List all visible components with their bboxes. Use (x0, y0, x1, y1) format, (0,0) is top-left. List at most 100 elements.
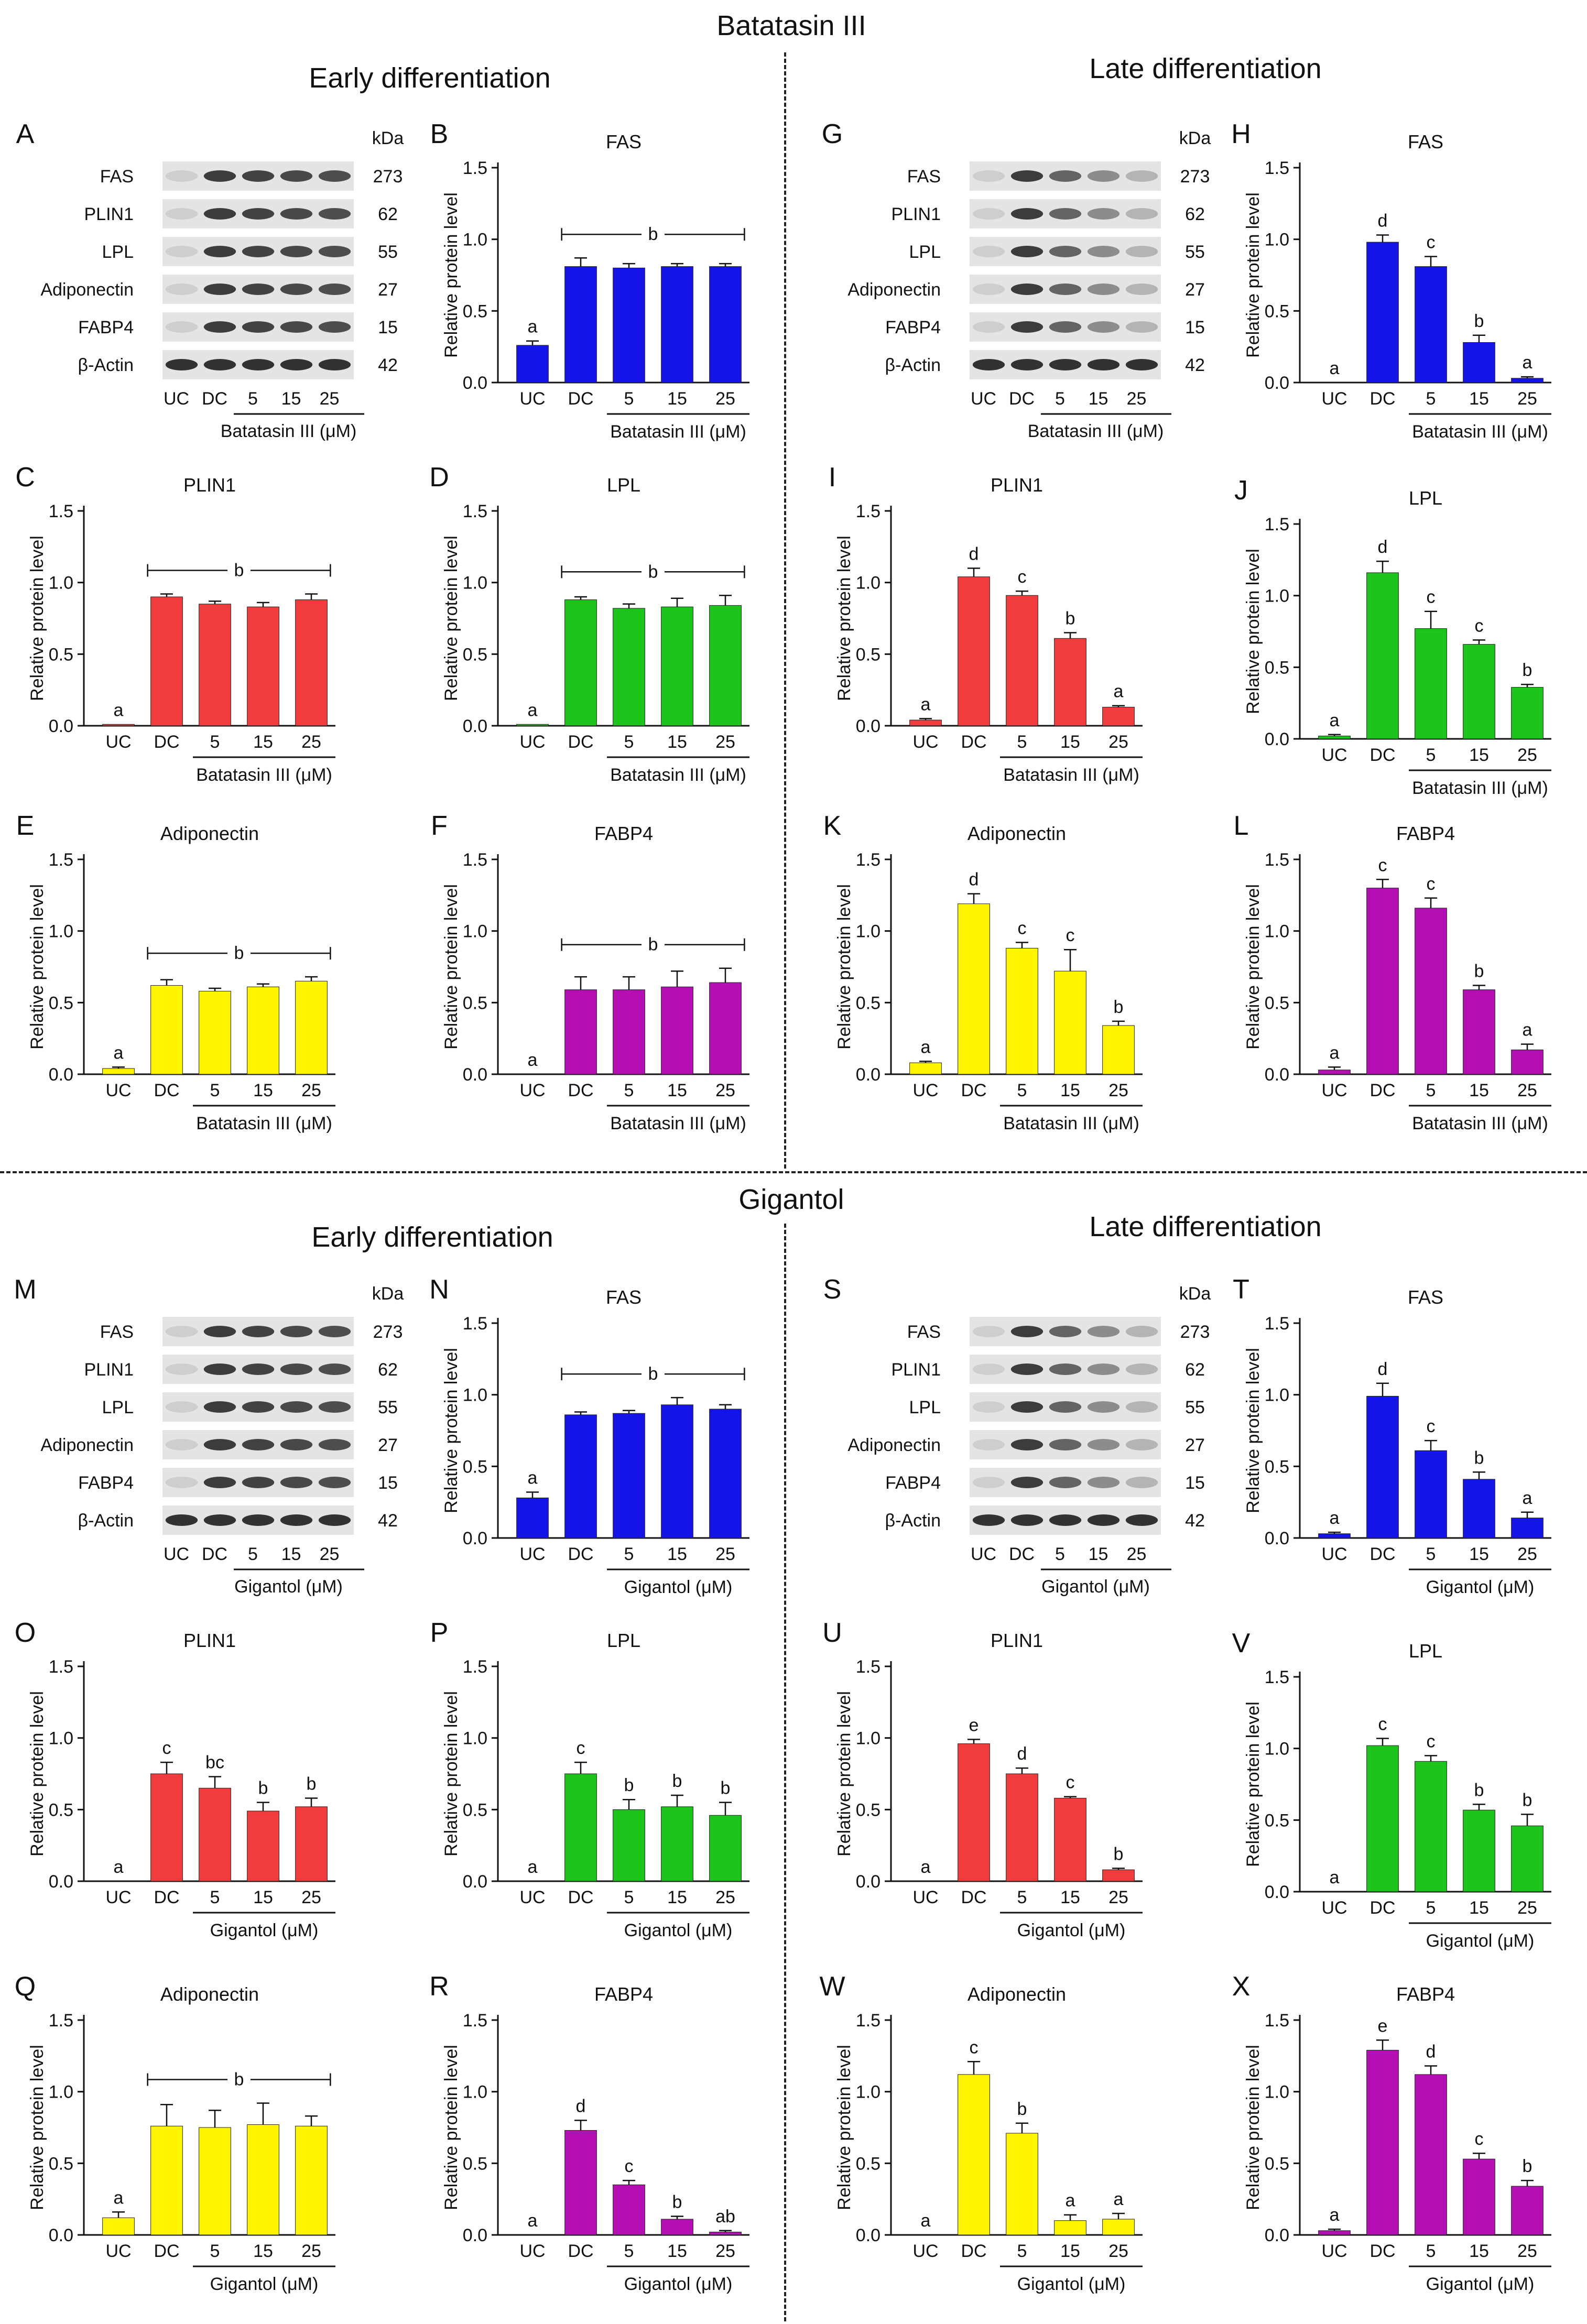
blot-band (972, 283, 1005, 295)
bar-25 (295, 599, 328, 726)
significance-letter: c (625, 2156, 634, 2176)
bar-UC (1318, 2230, 1351, 2235)
x-tick-label: 25 (1517, 1081, 1537, 1100)
bar-DC (1366, 572, 1399, 739)
y-tick-label: 0.5 (856, 645, 881, 664)
chart-panel-J: J LPL Relative protein level 0.0 0.5 1.0 1.5 a U… (1226, 474, 1583, 810)
significance-letter: d (969, 870, 979, 890)
y-tick-label: 1.0 (1265, 586, 1289, 606)
chart-panel-X: X FABP4 Relative protein level 0.0 0.5 1.0 1.5… (1226, 1970, 1583, 2306)
significance-letter: a (1523, 1488, 1532, 1508)
y-tick-label: 1.0 (1265, 2082, 1289, 2102)
protein-label: Adiponectin (40, 1435, 134, 1455)
blot-band (242, 1401, 275, 1413)
blot-band (1049, 321, 1082, 333)
bar-5 (1415, 908, 1447, 1075)
x-tick-label: 15 (1469, 2241, 1489, 2261)
kda-value: 27 (1185, 280, 1205, 300)
bar-25 (1511, 1518, 1543, 1539)
y-tick-label: 0.5 (856, 993, 881, 1013)
y-axis-label: Relative protein level (834, 1691, 854, 1857)
x-tick-label: 5 (1426, 389, 1436, 409)
blot-band (1010, 1514, 1043, 1526)
x-tick-label: 15 (1060, 2241, 1080, 2261)
bracket-letter: b (648, 562, 658, 582)
blot-band (318, 1514, 351, 1526)
x-tick-label: 5 (1426, 1898, 1436, 1918)
significance-letter: a (528, 700, 538, 720)
significance-letter: c (1018, 919, 1027, 939)
kda-value: 273 (1180, 167, 1210, 187)
kda-value: 27 (1185, 1435, 1205, 1455)
y-tick-label: 1.5 (463, 850, 487, 870)
blot-band (203, 1439, 236, 1450)
chart-panel-U: U PLIN1 Relative protein level 0.0 0.5 1.0 1.5… (818, 1617, 1179, 1952)
lane-label: 25 (1127, 1544, 1147, 1564)
y-tick-label: 1.5 (1265, 1314, 1289, 1334)
blot-band (1087, 283, 1120, 295)
blot-band (203, 170, 236, 182)
protein-label: FAS (100, 1322, 134, 1342)
y-tick-label: 0.5 (463, 1457, 487, 1477)
panel-letter: O (15, 1618, 36, 1648)
bar-15 (661, 266, 693, 383)
blot-band (318, 1326, 351, 1337)
y-tick-label: 0.0 (856, 1065, 881, 1085)
bar-25 (1102, 2219, 1135, 2235)
blot-band (1087, 1514, 1120, 1526)
significance-letter: c (1378, 1715, 1387, 1734)
blot-band (203, 359, 236, 370)
bar-15 (661, 1404, 693, 1539)
x-tick-label: 25 (1517, 1544, 1537, 1564)
lane-label: 5 (248, 389, 258, 409)
y-axis-label: Relative protein level (834, 2045, 854, 2210)
bar-15 (247, 986, 279, 1075)
bar-25 (1102, 706, 1135, 726)
blot-band (280, 1401, 313, 1413)
bar-25 (709, 605, 742, 726)
bar-5 (1415, 2074, 1447, 2235)
kda-value: 62 (1185, 204, 1205, 224)
bar-15 (247, 1810, 279, 1882)
blot-band (165, 321, 198, 333)
blot-band (1125, 1439, 1158, 1450)
y-axis-label: Relative protein level (1243, 2045, 1263, 2210)
blot-band (1049, 359, 1082, 370)
y-tick-label: 0.0 (1265, 373, 1289, 393)
blot-band (1049, 1514, 1082, 1526)
blot-band (203, 208, 236, 220)
y-tick-label: 1.0 (463, 573, 487, 593)
y-tick-label: 1.0 (49, 922, 73, 942)
x-tick-label: DC (154, 2241, 179, 2261)
bar-UC (102, 1068, 135, 1075)
x-tick-label: 15 (667, 2241, 687, 2261)
y-tick-label: 1.5 (1265, 850, 1289, 870)
bar-5 (613, 1413, 645, 1539)
significance-letter: a (1114, 2189, 1124, 2209)
panel-letter: B (430, 119, 449, 149)
panel-letter: S (823, 1274, 842, 1305)
blot-band (1125, 1326, 1158, 1337)
blot-band (1087, 170, 1120, 182)
blot-band (1010, 283, 1043, 295)
bar-5 (1415, 1450, 1447, 1539)
blot-band (318, 321, 351, 333)
blot-band (280, 246, 313, 257)
blot-band (972, 359, 1005, 370)
blot-band (1010, 359, 1043, 370)
significance-letter: a (528, 1050, 538, 1070)
blot-band (242, 1363, 275, 1375)
x-tick-label: 15 (253, 1081, 273, 1100)
x-tick-label: DC (1369, 1544, 1395, 1564)
chart-title: FABP4 (1396, 823, 1455, 844)
blot-band (1087, 246, 1120, 257)
panel-letter: N (429, 1274, 449, 1305)
bar-25 (1511, 378, 1543, 383)
y-tick-label: 0.0 (1265, 1065, 1289, 1085)
bar-DC (150, 985, 183, 1075)
